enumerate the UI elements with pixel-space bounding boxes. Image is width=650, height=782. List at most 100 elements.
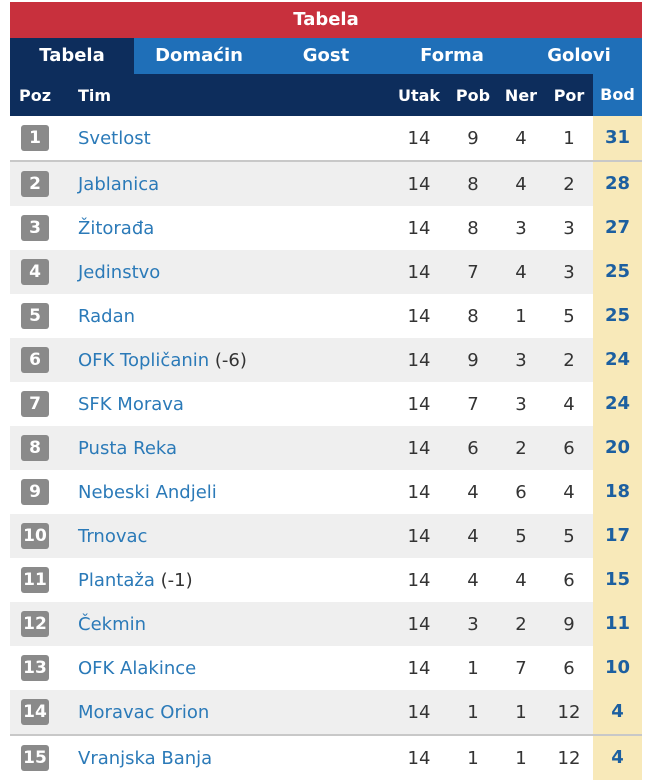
cell-bod: 20 xyxy=(593,426,642,470)
table-row: 5 Radan 14 8 1 5 25 xyxy=(10,294,642,338)
team-link[interactable]: Trnovac xyxy=(78,525,148,547)
cell-utak: 14 xyxy=(407,261,431,283)
table-row: 9 Nebeski Andjeli 14 4 6 4 18 xyxy=(10,470,642,514)
cell-por: 6 xyxy=(563,437,575,459)
cell-utak: 14 xyxy=(407,127,431,149)
cell-bod: 24 xyxy=(593,338,642,382)
team-link[interactable]: SFK Morava xyxy=(78,393,184,415)
cell-ner: 3 xyxy=(515,393,527,415)
cell-por: 2 xyxy=(563,349,575,371)
tab-forma[interactable]: Forma xyxy=(420,45,484,66)
table-row: 6 OFK Topličanin (-6) 14 9 3 2 24 xyxy=(10,338,642,382)
table-row: 14 Moravac Orion 14 1 1 12 4 xyxy=(10,690,642,736)
tab-tabela[interactable]: Tabela xyxy=(10,38,134,74)
cell-pob: 1 xyxy=(467,657,479,679)
header-tim: Tim xyxy=(78,85,112,105)
team-link[interactable]: Nebeski Andjeli xyxy=(78,481,217,503)
cell-bod: 24 xyxy=(593,382,642,426)
header-utak: Utak xyxy=(397,85,441,105)
team-link[interactable]: Moravac Orion xyxy=(78,701,210,723)
cell-utak: 14 xyxy=(407,173,431,195)
team-link[interactable]: OFK Alakince xyxy=(78,657,197,679)
cell-bod: 11 xyxy=(593,602,642,646)
position-badge: 7 xyxy=(21,391,49,417)
table-row: 8 Pusta Reka 14 6 2 6 20 xyxy=(10,426,642,470)
cell-pob: 4 xyxy=(467,525,479,547)
cell-ner: 7 xyxy=(515,657,527,679)
position-badge: 13 xyxy=(21,655,49,681)
cell-bod: 4 xyxy=(593,690,642,734)
standings-widget: Tabela Tabela Domaćin Gost Forma Golovi … xyxy=(10,2,642,780)
cell-pob: 1 xyxy=(467,701,479,723)
cell-ner: 5 xyxy=(515,525,527,547)
cell-bod: 25 xyxy=(593,250,642,294)
cell-utak: 14 xyxy=(407,481,431,503)
widget-title: Tabela xyxy=(10,2,642,38)
table-header: Poz Tim Utak Pob Ner Por Bod xyxy=(10,74,642,116)
cell-bod: 25 xyxy=(593,294,642,338)
cell-ner: 3 xyxy=(515,349,527,371)
cell-utak: 14 xyxy=(407,393,431,415)
cell-por: 5 xyxy=(563,305,575,327)
cell-ner: 1 xyxy=(515,305,527,327)
position-badge: 14 xyxy=(21,699,49,725)
cell-bod: 28 xyxy=(593,162,642,206)
cell-ner: 2 xyxy=(515,437,527,459)
cell-ner: 2 xyxy=(515,613,527,635)
cell-ner: 4 xyxy=(515,173,527,195)
cell-utak: 14 xyxy=(407,613,431,635)
cell-ner: 4 xyxy=(515,127,527,149)
cell-por: 5 xyxy=(563,525,575,547)
position-badge: 1 xyxy=(21,125,49,151)
cell-por: 4 xyxy=(563,393,575,415)
cell-por: 3 xyxy=(563,217,575,239)
cell-utak: 14 xyxy=(407,525,431,547)
tab-domacin[interactable]: Domaćin xyxy=(155,45,243,66)
cell-utak: 14 xyxy=(407,437,431,459)
position-badge: 4 xyxy=(21,259,49,285)
position-badge: 10 xyxy=(21,523,49,549)
tab-golovi[interactable]: Golovi xyxy=(547,45,611,66)
position-badge: 5 xyxy=(21,303,49,329)
cell-ner: 6 xyxy=(515,481,527,503)
cell-pob: 4 xyxy=(467,569,479,591)
cell-ner: 4 xyxy=(515,569,527,591)
table-row: 2 Jablanica 14 8 4 2 28 xyxy=(10,162,642,206)
cell-pob: 6 xyxy=(467,437,479,459)
team-link[interactable]: Vranjska Banja xyxy=(78,747,213,769)
team-link[interactable]: Svetlost xyxy=(78,127,151,149)
cell-bod: 27 xyxy=(593,206,642,250)
cell-ner: 1 xyxy=(515,747,527,769)
position-badge: 8 xyxy=(21,435,49,461)
cell-bod: 31 xyxy=(593,116,642,160)
cell-por: 9 xyxy=(563,613,575,635)
table-body: 1 Svetlost 14 9 4 1 31 2 Jablanica 14 8 … xyxy=(10,116,642,780)
position-badge: 3 xyxy=(21,215,49,241)
team-link[interactable]: Plantaža xyxy=(78,569,155,591)
table-row: 3 Žitorađa 14 8 3 3 27 xyxy=(10,206,642,250)
cell-pob: 7 xyxy=(467,393,479,415)
table-row: 13 OFK Alakince 14 1 7 6 10 xyxy=(10,646,642,690)
team-link[interactable]: Žitorađa xyxy=(78,217,155,239)
cell-pob: 8 xyxy=(467,305,479,327)
header-por: Por xyxy=(553,85,585,105)
cell-utak: 14 xyxy=(407,305,431,327)
team-link[interactable]: Jedinstvo xyxy=(78,261,161,283)
team-link[interactable]: Radan xyxy=(78,305,136,327)
team-link[interactable]: OFK Topličanin xyxy=(78,349,210,371)
cell-por: 6 xyxy=(563,569,575,591)
cell-bod: 17 xyxy=(593,514,642,558)
tab-gost[interactable]: Gost xyxy=(302,45,350,66)
table-row: 12 Čekmin 14 3 2 9 11 xyxy=(10,602,642,646)
table-row: 10 Trnovac 14 4 5 5 17 xyxy=(10,514,642,558)
cell-pob: 9 xyxy=(467,349,479,371)
cell-por: 6 xyxy=(563,657,575,679)
cell-ner: 4 xyxy=(515,261,527,283)
team-link[interactable]: Čekmin xyxy=(78,613,147,635)
position-badge: 15 xyxy=(21,745,49,771)
cell-pob: 4 xyxy=(467,481,479,503)
team-link[interactable]: Jablanica xyxy=(78,173,160,195)
cell-pob: 3 xyxy=(467,613,479,635)
cell-ner: 1 xyxy=(515,701,527,723)
team-link[interactable]: Pusta Reka xyxy=(78,437,178,459)
